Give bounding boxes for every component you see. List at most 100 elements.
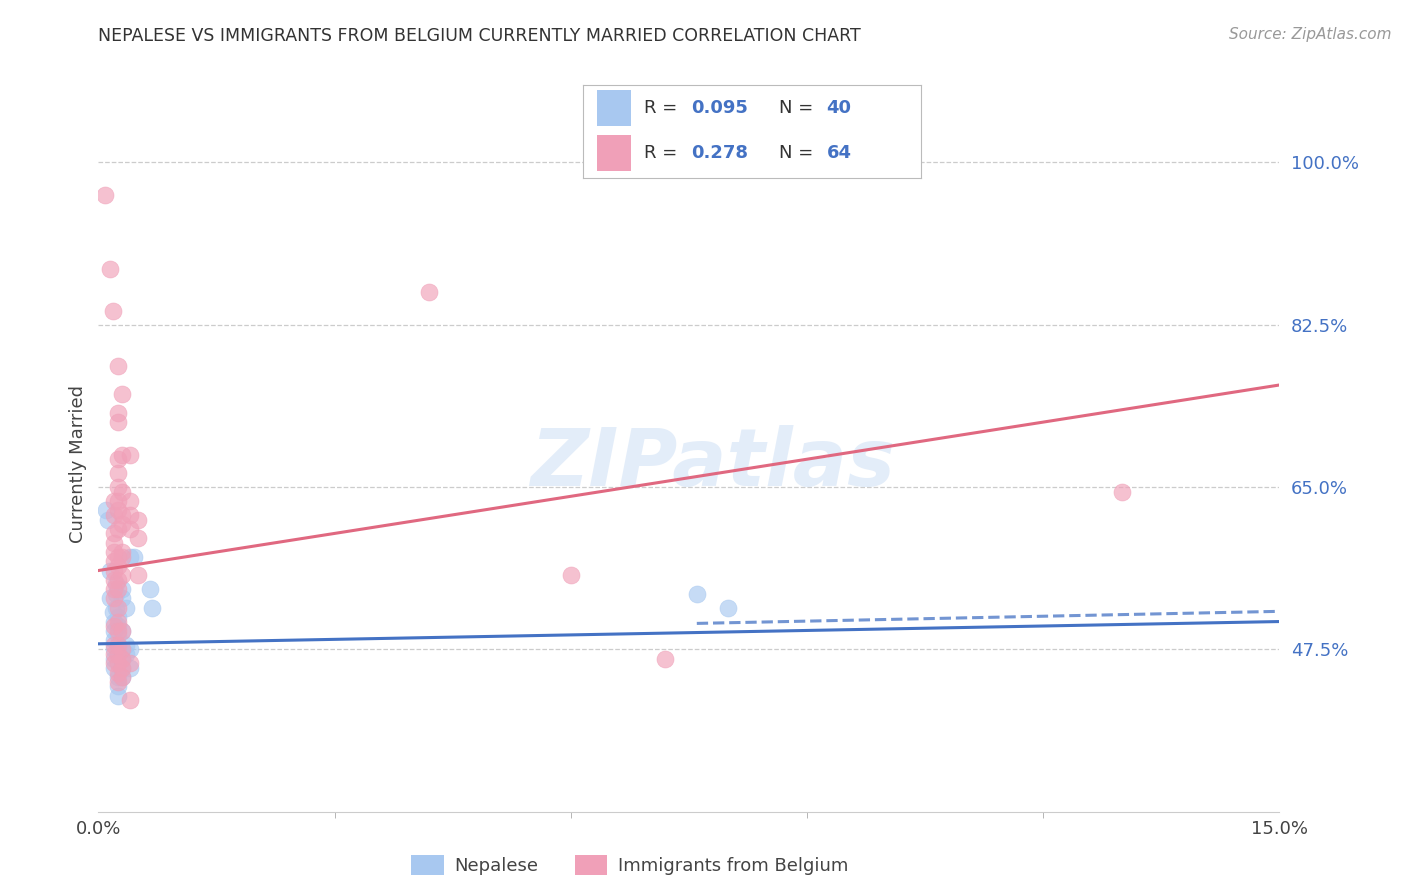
Point	[103, 545, 125, 559]
Point	[127, 512, 149, 526]
Point	[560, 568, 582, 582]
Point	[107, 624, 129, 638]
Point	[118, 549, 141, 564]
Point	[104, 587, 127, 601]
Point	[107, 657, 129, 671]
Point	[107, 647, 129, 661]
Point	[418, 285, 440, 300]
Point	[118, 448, 141, 462]
Point	[107, 522, 129, 536]
Point	[107, 689, 129, 703]
Point	[138, 582, 160, 596]
Point	[107, 452, 129, 467]
Point	[103, 642, 125, 657]
Point	[1111, 484, 1133, 499]
FancyBboxPatch shape	[598, 136, 631, 171]
Point	[103, 582, 125, 596]
Point	[107, 628, 129, 642]
Point	[103, 647, 125, 661]
Point	[111, 545, 134, 559]
Point	[107, 415, 129, 429]
Point	[111, 670, 134, 684]
Point	[107, 549, 129, 564]
Point	[122, 549, 145, 564]
Point	[107, 406, 129, 420]
Point	[118, 642, 141, 657]
Point	[103, 508, 125, 522]
Point	[107, 494, 129, 508]
Text: 64: 64	[827, 145, 852, 162]
Point	[115, 600, 138, 615]
Point	[111, 508, 134, 522]
Point	[118, 494, 141, 508]
Point	[103, 633, 125, 648]
Point	[686, 587, 709, 601]
Point	[107, 558, 129, 573]
Point	[103, 651, 125, 665]
Text: 0.095: 0.095	[692, 99, 748, 117]
Point	[96, 503, 118, 517]
Point	[101, 605, 124, 619]
Point	[115, 638, 138, 652]
Point	[107, 582, 129, 596]
Text: R =: R =	[644, 99, 683, 117]
Point	[104, 600, 127, 615]
Text: ZIPatlas: ZIPatlas	[530, 425, 896, 503]
Point	[107, 573, 129, 587]
Point	[111, 670, 134, 684]
Point	[127, 568, 149, 582]
Point	[111, 642, 134, 657]
Point	[104, 577, 127, 591]
Text: Source: ZipAtlas.com: Source: ZipAtlas.com	[1229, 27, 1392, 42]
Point	[103, 619, 125, 633]
Point	[127, 531, 149, 545]
Point	[118, 522, 141, 536]
Point	[103, 624, 125, 638]
Point	[717, 600, 740, 615]
Point	[115, 647, 138, 661]
Point	[98, 591, 121, 606]
FancyBboxPatch shape	[598, 90, 631, 126]
Text: 0.278: 0.278	[692, 145, 748, 162]
Point	[103, 591, 125, 606]
Point	[118, 661, 141, 675]
Point	[107, 600, 129, 615]
Text: 40: 40	[827, 99, 852, 117]
Point	[103, 535, 125, 549]
Point	[103, 573, 125, 587]
Point	[111, 661, 134, 675]
Point	[107, 615, 129, 629]
Point	[111, 661, 134, 675]
Y-axis label: Currently Married: Currently Married	[69, 384, 87, 543]
Point	[98, 262, 121, 277]
Text: N =: N =	[779, 99, 820, 117]
Point	[141, 600, 163, 615]
Point	[118, 657, 141, 671]
Text: NEPALESE VS IMMIGRANTS FROM BELGIUM CURRENTLY MARRIED CORRELATION CHART: NEPALESE VS IMMIGRANTS FROM BELGIUM CURR…	[98, 27, 860, 45]
Point	[111, 651, 134, 665]
Point	[111, 651, 134, 665]
Point	[107, 647, 129, 661]
Point	[111, 624, 134, 638]
Point	[107, 680, 129, 694]
Point	[111, 624, 134, 638]
Point	[98, 564, 121, 578]
Point	[103, 661, 125, 675]
Point	[103, 554, 125, 568]
Point	[111, 517, 134, 532]
Legend: Nepalese, Immigrants from Belgium: Nepalese, Immigrants from Belgium	[404, 847, 856, 883]
Text: R =: R =	[644, 145, 683, 162]
Point	[107, 670, 129, 684]
Point	[103, 657, 125, 671]
Point	[97, 512, 120, 526]
Point	[107, 480, 129, 494]
Point	[111, 549, 134, 564]
Point	[107, 359, 129, 374]
Text: N =: N =	[779, 145, 820, 162]
Point	[93, 187, 115, 202]
Point	[654, 651, 676, 665]
Point	[107, 619, 129, 633]
Point	[111, 591, 134, 606]
Point	[118, 693, 141, 707]
Point	[118, 508, 141, 522]
